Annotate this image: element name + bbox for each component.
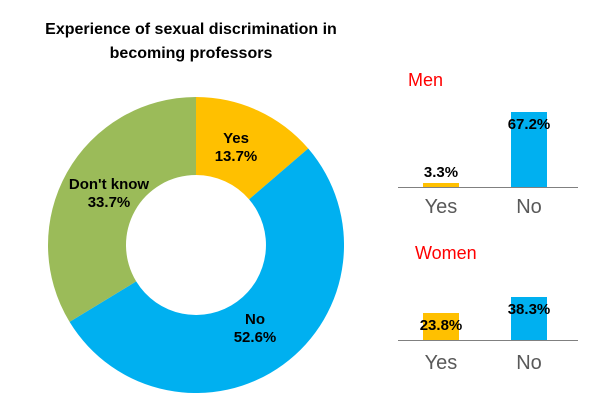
women-bar-no bbox=[511, 297, 547, 340]
women-bar-yes bbox=[423, 313, 459, 340]
women-category-no: No bbox=[516, 352, 542, 374]
men-category-yes: Yes bbox=[424, 196, 458, 218]
donut-chart-title-line2: becoming professors bbox=[109, 45, 273, 62]
donut-chart-title-line1: Experience of sexual discrimination in bbox=[45, 21, 337, 38]
men-x-axis-line bbox=[398, 187, 578, 188]
women-x-axis-line bbox=[398, 340, 578, 341]
donut-segment-no bbox=[69, 148, 344, 393]
donut-label-yes-name: Yes bbox=[223, 130, 249, 147]
women-chart-title: Women bbox=[415, 243, 477, 263]
men-bar-no bbox=[511, 112, 547, 187]
donut-chart bbox=[48, 97, 344, 393]
donut-chart-title: Experience of sexual discrimination in b… bbox=[30, 18, 352, 66]
men-bar-chart: Men 3.3% 67.2% Yes No bbox=[398, 62, 580, 234]
men-bar-yes-value: 3.3% bbox=[423, 164, 459, 181]
men-chart-title: Men bbox=[408, 70, 444, 90]
women-category-yes: Yes bbox=[424, 352, 458, 374]
men-category-no: No bbox=[516, 196, 542, 218]
donut-label-no: No 52.6% bbox=[205, 311, 305, 347]
donut-segment-don-t-know bbox=[48, 97, 196, 322]
donut-label-yes: Yes 13.7% bbox=[186, 130, 286, 166]
donut-label-no-value: 52.6% bbox=[233, 329, 277, 346]
men-bar-yes bbox=[423, 183, 459, 187]
donut-label-dont-know: Don't know 33.7% bbox=[44, 176, 174, 212]
women-bar-no-value: 38.3% bbox=[507, 301, 551, 318]
donut-label-dont-know-name: Don't know bbox=[68, 176, 150, 193]
donut-segment-yes bbox=[196, 97, 309, 200]
donut-label-yes-value: 13.7% bbox=[214, 148, 258, 165]
women-bar-yes-value: 23.8% bbox=[419, 317, 463, 334]
women-bar-chart: Women 23.8% 38.3% Yes No bbox=[398, 235, 580, 400]
men-bar-no-value: 67.2% bbox=[507, 116, 551, 133]
donut-label-no-name: No bbox=[245, 311, 265, 328]
donut-label-dont-know-value: 33.7% bbox=[87, 194, 131, 211]
